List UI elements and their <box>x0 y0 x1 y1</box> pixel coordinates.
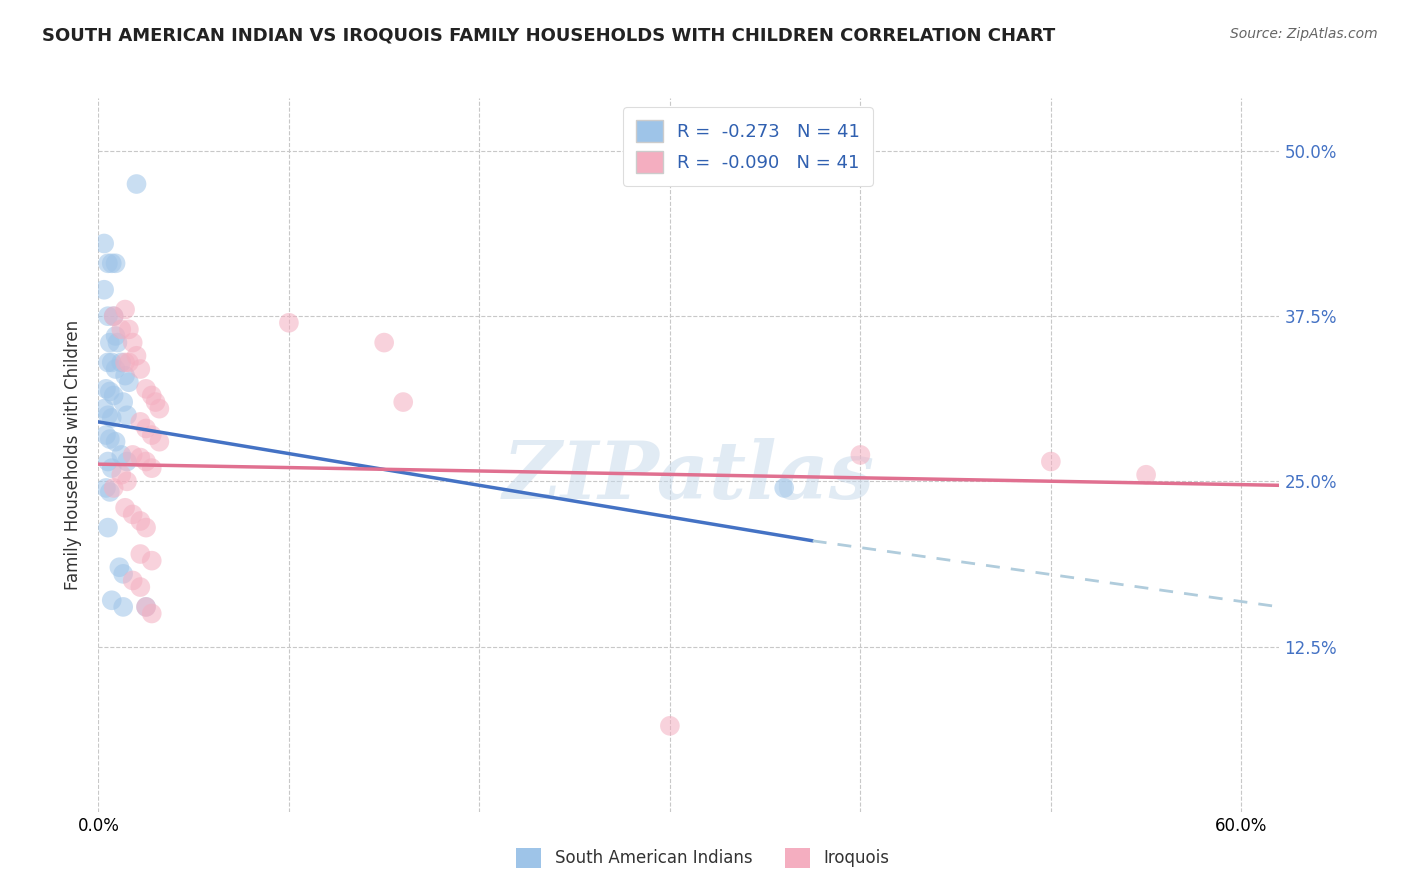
Point <box>141 388 163 402</box>
Point <box>129 547 152 561</box>
Point <box>141 461 163 475</box>
Point <box>112 395 135 409</box>
Point <box>103 309 125 323</box>
Point <box>129 362 152 376</box>
Point <box>104 329 127 343</box>
Point <box>98 335 121 350</box>
Point <box>110 355 132 369</box>
Point <box>94 382 117 396</box>
Point <box>114 368 136 383</box>
Text: SOUTH AMERICAN INDIAN VS IROQUOIS FAMILY HOUSEHOLDS WITH CHILDREN CORRELATION CH: SOUTH AMERICAN INDIAN VS IROQUOIS FAMILY… <box>42 27 1056 45</box>
Point <box>121 574 143 588</box>
Point <box>97 409 120 423</box>
Legend: South American Indians, Iroquois: South American Indians, Iroquois <box>509 841 897 875</box>
Point <box>112 599 135 614</box>
Point <box>100 411 122 425</box>
Point <box>115 409 138 423</box>
Point <box>97 355 120 369</box>
Point <box>108 560 131 574</box>
Point <box>121 448 143 462</box>
Point <box>129 580 152 594</box>
Point <box>121 508 143 522</box>
Point <box>129 450 152 465</box>
Point <box>98 432 121 446</box>
Point <box>93 236 115 251</box>
Point <box>97 309 120 323</box>
Point <box>94 428 117 442</box>
Point <box>141 607 163 621</box>
Point <box>97 256 120 270</box>
Point <box>114 355 136 369</box>
Point <box>98 484 121 499</box>
Point <box>110 322 132 336</box>
Point <box>118 322 141 336</box>
Point <box>125 349 148 363</box>
Point <box>97 454 120 468</box>
Point <box>773 481 796 495</box>
Point <box>148 434 170 449</box>
Point <box>100 355 122 369</box>
Point <box>135 599 157 614</box>
Point <box>277 316 299 330</box>
Point <box>658 719 681 733</box>
Point <box>103 481 125 495</box>
Point <box>135 599 157 614</box>
Point <box>107 335 129 350</box>
Point <box>392 395 415 409</box>
Text: Source: ZipAtlas.com: Source: ZipAtlas.com <box>1230 27 1378 41</box>
Point <box>93 401 115 416</box>
Point <box>118 355 141 369</box>
Point <box>1039 454 1062 468</box>
Point <box>1135 467 1157 482</box>
Point <box>121 335 143 350</box>
Point <box>135 520 157 534</box>
Point <box>110 467 132 482</box>
Point <box>98 384 121 399</box>
Point <box>135 421 157 435</box>
Point <box>104 362 127 376</box>
Point <box>148 401 170 416</box>
Point <box>103 309 125 323</box>
Point <box>94 481 117 495</box>
Point <box>118 376 141 390</box>
Point <box>373 335 395 350</box>
Point <box>97 520 120 534</box>
Legend: R =  -0.273   N = 41, R =  -0.090   N = 41: R = -0.273 N = 41, R = -0.090 N = 41 <box>623 107 873 186</box>
Point <box>135 454 157 468</box>
Point <box>104 256 127 270</box>
Point <box>849 448 872 462</box>
Point <box>100 593 122 607</box>
Point <box>93 283 115 297</box>
Point <box>129 514 152 528</box>
Point <box>114 500 136 515</box>
Point <box>112 566 135 581</box>
Point <box>129 415 152 429</box>
Point <box>145 395 167 409</box>
Point <box>100 461 122 475</box>
Point <box>141 428 163 442</box>
Point <box>125 177 148 191</box>
Point <box>104 434 127 449</box>
Point <box>115 475 138 489</box>
Point <box>100 256 122 270</box>
Point <box>114 302 136 317</box>
Point <box>141 554 163 568</box>
Text: ZIPatlas: ZIPatlas <box>503 438 875 515</box>
Point <box>110 448 132 462</box>
Y-axis label: Family Households with Children: Family Households with Children <box>65 320 83 590</box>
Point <box>115 454 138 468</box>
Point <box>103 388 125 402</box>
Point <box>135 382 157 396</box>
